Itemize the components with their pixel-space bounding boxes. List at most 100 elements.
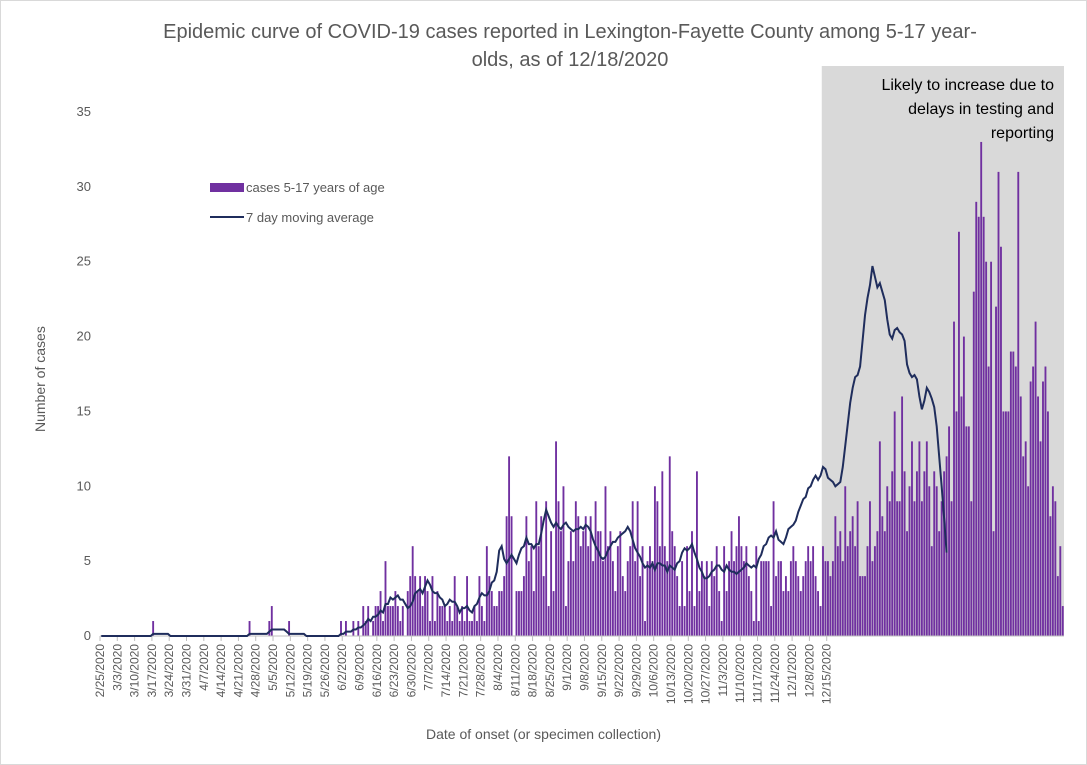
case-bar [698,591,701,636]
case-bar [646,561,649,636]
case-bar [992,531,995,636]
case-bar [604,486,607,636]
case-bar [411,546,414,636]
case-bar [965,426,968,636]
case-bar [1054,501,1057,636]
x-tick-label: 12/8/2020 [802,644,816,698]
case-bar [429,621,431,636]
case-bar [451,621,454,636]
case-bar [530,546,533,636]
case-bar [649,546,651,636]
case-bar [742,561,745,636]
x-tick-label: 6/16/2020 [370,644,384,698]
case-bar [829,576,832,636]
case-bar [382,621,384,636]
case-bar [656,501,659,636]
x-tick-label: 8/11/2020 [508,644,522,697]
case-bar [631,501,634,636]
case-bar [972,291,975,636]
case-bar [824,561,827,636]
case-bar [663,546,666,636]
case-bar [503,576,506,636]
case-bar [827,561,829,636]
case-bar [510,516,513,636]
case-bar [908,486,911,636]
case-bar [374,606,377,636]
case-bar [532,591,535,636]
case-bar [152,621,155,636]
case-bar [414,576,417,636]
case-bar [1029,381,1032,636]
case-bar [913,501,916,636]
x-tick-label: 6/9/2020 [353,644,367,691]
case-bar [498,591,501,636]
case-bar [792,546,795,636]
case-bar [705,561,708,636]
case-bar [508,456,511,636]
case-bar [975,201,978,637]
case-bar [421,606,424,636]
legend-label-average: 7 day moving average [246,209,374,225]
case-bar [938,531,941,636]
case-bar [564,606,567,636]
case-bar [804,561,807,636]
chart-title-line-2: olds, as of 12/18/2020 [471,49,669,71]
case-bar [624,591,627,636]
case-bar [641,546,644,636]
case-bar [1059,546,1062,636]
case-bar [772,501,775,636]
case-bar [977,216,980,637]
case-bar [545,501,548,636]
x-tick-label: 10/20/2020 [681,644,695,704]
case-bar [560,531,562,636]
case-bar [812,546,815,636]
case-bar [1061,606,1064,636]
case-bar [1000,246,1002,636]
case-bar [757,621,760,636]
case-bar [760,561,763,636]
case-bar [483,621,486,636]
case-bar [607,546,609,636]
case-bar [572,561,575,636]
case-bar [419,576,422,636]
case-bar [1014,366,1017,636]
case-bar [851,516,854,636]
x-tick-label: 6/2/2020 [335,644,349,691]
case-bar [520,591,523,636]
legend-item-cases: cases 5-17 years of age [210,178,385,196]
chart-title-line-1: Epidemic curve of COVID-19 cases reporte… [163,21,977,43]
case-bar [525,516,528,636]
case-bar [364,621,367,636]
x-tick-label: 12/1/2020 [785,644,799,698]
case-bar [861,576,864,636]
case-bar [794,561,797,636]
case-bar [789,561,792,636]
case-bar [849,531,852,636]
x-tick-label: 11/3/2020 [716,644,730,697]
case-bar [426,591,429,636]
legend-item-average: 7 day moving average [210,208,385,226]
case-bar [950,501,953,636]
case-bar [728,561,731,636]
case-bar [379,591,382,636]
case-bar [940,501,943,636]
case-bar [948,426,950,636]
case-bar [807,546,810,636]
case-bar [738,516,740,636]
case-bar [844,486,847,636]
case-bar [750,591,753,636]
case-bar [982,216,985,637]
case-bar [352,621,355,636]
case-bar [918,441,921,636]
case-bar [718,591,721,636]
case-bar [866,546,869,636]
case-bar [696,471,698,636]
legend-swatch-line [210,216,244,218]
case-bar [1017,171,1020,636]
case-bar [443,606,446,636]
case-bar [609,531,612,636]
case-bar [579,546,582,636]
case-bar [505,516,508,636]
case-bar [589,516,592,636]
case-bar [340,621,342,636]
